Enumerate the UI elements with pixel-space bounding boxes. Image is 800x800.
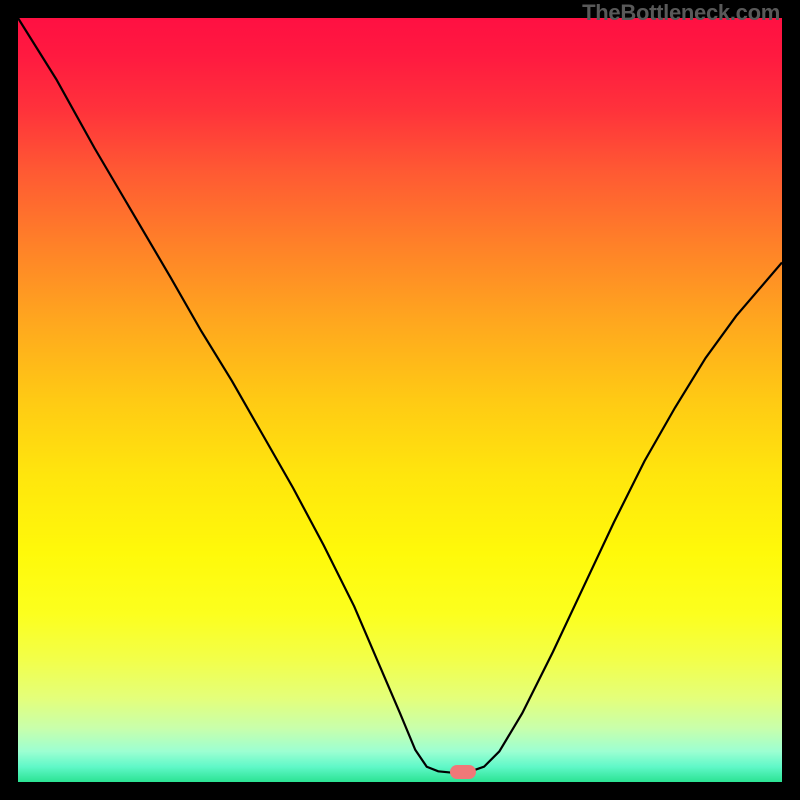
optimum-marker — [450, 765, 476, 779]
bottleneck-curve — [18, 18, 782, 782]
chart-container: TheBottleneck.com — [0, 0, 800, 800]
watermark-text: TheBottleneck.com — [582, 0, 780, 26]
plot-area — [18, 18, 782, 782]
